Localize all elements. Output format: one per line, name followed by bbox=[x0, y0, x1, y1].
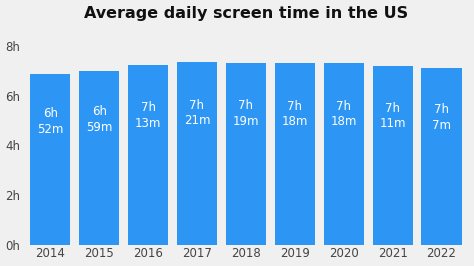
Bar bbox=[79, 71, 119, 245]
Bar bbox=[128, 65, 168, 245]
Text: 6h
59m: 6h 59m bbox=[86, 105, 112, 134]
Text: 7h
11m: 7h 11m bbox=[379, 102, 406, 130]
Text: 7h
18m: 7h 18m bbox=[330, 100, 357, 128]
Text: 7h
13m: 7h 13m bbox=[135, 101, 161, 130]
Bar bbox=[177, 62, 217, 245]
Text: 7h
18m: 7h 18m bbox=[282, 100, 308, 128]
Text: 7h
19m: 7h 19m bbox=[233, 99, 259, 128]
Text: 6h
52m: 6h 52m bbox=[37, 107, 64, 136]
Bar bbox=[421, 68, 462, 245]
Bar bbox=[226, 63, 266, 245]
Bar bbox=[324, 63, 364, 245]
Bar bbox=[30, 74, 70, 245]
Text: 7h
21m: 7h 21m bbox=[184, 99, 210, 127]
Text: 7h
7m: 7h 7m bbox=[432, 103, 451, 131]
Bar bbox=[373, 66, 413, 245]
Title: Average daily screen time in the US: Average daily screen time in the US bbox=[84, 6, 408, 20]
Bar bbox=[275, 63, 315, 245]
